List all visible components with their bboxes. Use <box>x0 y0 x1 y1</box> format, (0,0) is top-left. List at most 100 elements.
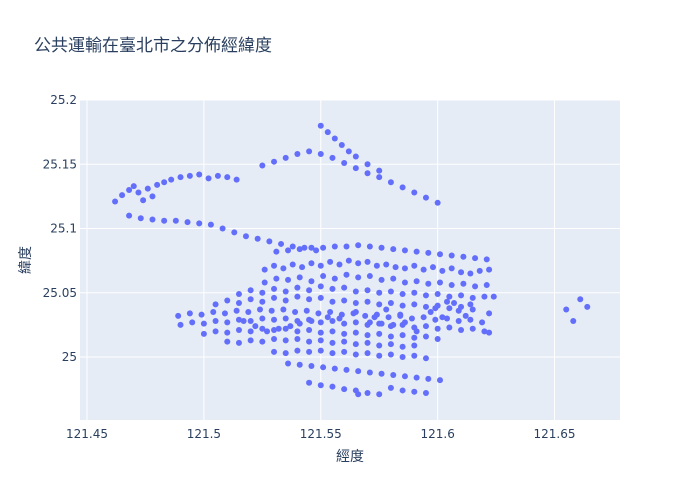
data-point <box>378 244 385 251</box>
data-point <box>469 325 476 332</box>
data-point <box>268 307 275 314</box>
data-point <box>287 323 294 330</box>
data-point <box>271 158 278 165</box>
data-point <box>486 329 493 336</box>
data-point <box>479 319 486 326</box>
data-point <box>472 283 479 290</box>
data-point <box>413 248 420 255</box>
data-point <box>427 309 434 316</box>
data-point <box>259 325 266 332</box>
y-tick-label: 25.2 <box>50 93 77 107</box>
data-point <box>352 153 359 160</box>
data-point <box>329 318 336 325</box>
data-point <box>390 246 397 253</box>
data-point <box>231 229 238 236</box>
data-point <box>336 315 343 322</box>
data-point <box>308 278 315 285</box>
data-point <box>280 306 287 313</box>
data-point <box>212 318 219 325</box>
data-point <box>364 298 371 305</box>
data-point <box>373 262 380 269</box>
data-point <box>343 366 350 373</box>
data-point <box>271 285 278 292</box>
data-point <box>282 315 289 322</box>
data-point <box>446 324 453 331</box>
data-point <box>469 294 476 301</box>
data-point <box>355 242 362 249</box>
data-point <box>252 323 259 330</box>
data-point <box>483 256 490 263</box>
data-point <box>341 330 348 337</box>
data-point <box>352 329 359 336</box>
data-point <box>352 319 359 326</box>
data-point <box>439 267 446 274</box>
chart-title: 公共運輸在臺北市之分佈經緯度 <box>34 36 272 56</box>
data-point <box>376 289 383 296</box>
data-point <box>390 321 397 328</box>
data-point <box>399 354 406 361</box>
data-point <box>315 310 322 317</box>
data-point <box>324 129 331 136</box>
data-point <box>327 309 334 316</box>
data-point <box>352 341 359 348</box>
data-point <box>364 161 371 168</box>
data-point <box>343 271 350 278</box>
data-point <box>308 244 315 251</box>
data-point <box>584 303 591 310</box>
data-point <box>422 355 429 362</box>
data-point <box>292 309 299 316</box>
data-point <box>306 348 313 355</box>
data-point <box>434 291 441 298</box>
data-point <box>376 330 383 337</box>
data-point <box>161 179 168 186</box>
data-point <box>411 334 418 341</box>
data-point <box>289 243 296 250</box>
data-point <box>196 220 203 227</box>
data-point <box>329 350 336 357</box>
data-point <box>385 314 392 321</box>
data-point <box>422 194 429 201</box>
data-point <box>306 296 313 303</box>
data-point <box>320 244 327 251</box>
data-point <box>448 282 455 289</box>
data-point <box>399 387 406 394</box>
data-point <box>401 247 408 254</box>
data-point <box>364 390 371 397</box>
data-point <box>240 318 247 325</box>
data-point <box>355 260 362 267</box>
data-point <box>177 321 184 328</box>
data-point <box>490 293 497 300</box>
data-point <box>434 336 441 343</box>
data-point <box>327 258 334 265</box>
data-point <box>439 314 446 321</box>
data-point <box>247 287 254 294</box>
data-point <box>289 261 296 268</box>
data-point <box>296 361 303 368</box>
data-point <box>444 298 451 305</box>
y-tick-label: 25.05 <box>43 286 77 300</box>
data-point <box>387 384 394 391</box>
data-point <box>247 337 254 344</box>
x-tick-label: 121.6 <box>420 427 454 441</box>
data-point <box>422 390 429 397</box>
data-point <box>455 318 462 325</box>
data-point <box>345 257 352 264</box>
data-point <box>317 337 324 344</box>
data-point <box>331 135 338 142</box>
data-point <box>235 327 242 334</box>
data-point <box>437 251 443 258</box>
data-point <box>437 279 443 286</box>
data-point <box>355 368 362 375</box>
x-axis-label: 經度 <box>336 449 364 465</box>
data-point <box>329 339 336 346</box>
data-point <box>577 296 584 303</box>
data-point <box>317 319 324 326</box>
data-point <box>282 297 289 304</box>
data-point <box>317 122 324 129</box>
data-point <box>352 309 359 316</box>
data-point <box>149 216 156 223</box>
data-point <box>207 221 214 228</box>
data-point <box>331 243 338 250</box>
